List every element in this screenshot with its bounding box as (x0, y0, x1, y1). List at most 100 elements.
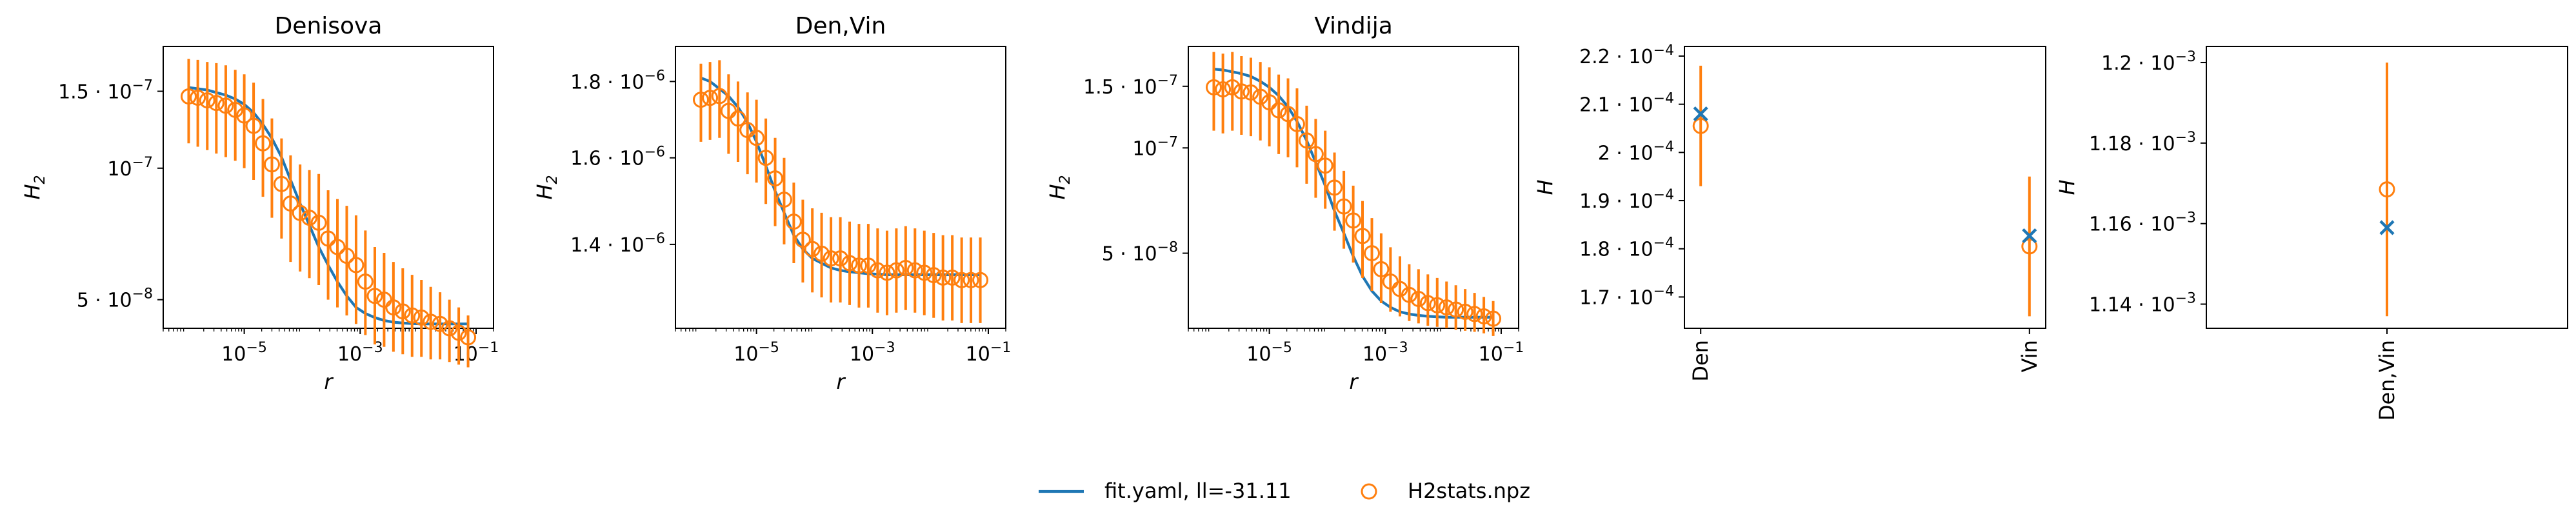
data-point (450, 324, 467, 341)
model-marker-stroke (2022, 228, 2037, 244)
data-point (1429, 297, 1446, 313)
y-tick-label: 10−7 (1132, 134, 1178, 160)
data-point (1224, 79, 1241, 95)
data-point (954, 272, 970, 288)
data-point (394, 303, 411, 320)
data-point (1485, 310, 1502, 327)
x-category-label: Vin (2017, 340, 2042, 372)
x-tick-label: 10−3 (337, 340, 383, 366)
data-point (282, 195, 299, 212)
legend: fit.yaml, ll=-31.11 H2stats.npz (1039, 479, 1530, 503)
x-category-label: Den (1688, 340, 1713, 382)
data-point (263, 156, 280, 173)
x-tick-label: 10−3 (1363, 340, 1408, 366)
data-point (1215, 81, 1232, 98)
data-point (1692, 117, 1709, 134)
data-point (804, 241, 821, 257)
data-point (338, 248, 355, 264)
data-point (1410, 290, 1427, 307)
data-point (1335, 198, 1352, 215)
data-point (310, 214, 327, 231)
data-point (236, 107, 253, 124)
data-point (432, 315, 448, 332)
y-tick-label: 1.5 · 10−7 (58, 78, 153, 104)
data-point (1317, 157, 1333, 174)
x-tick-label: 10−3 (850, 340, 895, 366)
y-tick-label: 1.7 · 10−4 (1579, 283, 1674, 309)
y-tick-label: 1.18 · 10−3 (2089, 130, 2196, 155)
data-point (199, 92, 215, 109)
data-point (441, 320, 458, 337)
x-axis-label: r (836, 370, 846, 394)
data-point (1288, 115, 1305, 132)
data-point (1280, 106, 1297, 123)
data-point (292, 204, 308, 221)
data-point (1438, 299, 1455, 316)
data-point (1307, 146, 1324, 163)
data-point (963, 272, 979, 288)
data-point (1252, 88, 1269, 105)
data-point (925, 267, 942, 284)
y-tick-label: 2.2 · 10−4 (1579, 43, 1674, 68)
model-marker (2022, 228, 2037, 244)
chart-panel-1: Denisova 1.5 · 10−7 10−7 5 · 10−8 H2 10−5 10−3… (20, 13, 499, 394)
data-point (301, 210, 318, 226)
data-point (814, 245, 830, 262)
y-axis-label: H (1533, 179, 1557, 195)
y-axis-label: H2 (20, 175, 48, 199)
data-point (730, 110, 746, 127)
data-point (879, 264, 895, 281)
data-point (460, 329, 477, 346)
data-point (1270, 102, 1287, 119)
data-point (180, 88, 197, 104)
chart-title: Den,Vin (795, 13, 886, 39)
data-point (785, 213, 802, 230)
x-tick-label: 10−5 (1246, 340, 1292, 366)
data-point (245, 117, 262, 134)
chart-panel-4: 2.2 · 10−4 2.1 · 10−4 2 · 10−4 1.9 · 10−4 1.… (1533, 43, 2046, 382)
y-tick-label: 1.8 · 10−4 (1579, 235, 1674, 261)
y-tick-label: 2.1 · 10−4 (1579, 91, 1674, 117)
data-point (1419, 295, 1436, 312)
data-point (273, 175, 290, 192)
model-marker (2379, 220, 2395, 235)
axes-frame (675, 46, 1006, 329)
data-point (1345, 212, 1362, 229)
data-point (366, 288, 383, 304)
data-point (190, 89, 206, 106)
y-tick-label: 1.14 · 10−3 (2089, 291, 2196, 317)
data-point (1243, 84, 1259, 101)
y-tick-label: 1.6 · 10−6 (570, 144, 665, 170)
data-point (748, 130, 765, 146)
data-point (906, 262, 923, 279)
data-point (692, 92, 709, 108)
data-point (1448, 301, 1464, 318)
data-point (775, 192, 792, 208)
chart-title: Vindija (1314, 13, 1393, 39)
x-tick-label: 10−1 (454, 340, 499, 366)
data-point (255, 135, 272, 152)
data-point (702, 90, 719, 106)
data-point (1457, 303, 1473, 320)
data-point (1401, 286, 1417, 303)
data-point (1354, 228, 1371, 244)
data-point (850, 257, 867, 274)
data-point (217, 97, 234, 114)
data-point (794, 232, 811, 248)
legend-data-label: H2stats.npz (1408, 479, 1530, 503)
data-point (1205, 79, 1222, 95)
data-point (357, 273, 374, 290)
model-marker (1693, 106, 1708, 122)
legend-model-label: fit.yaml, ll=-31.11 (1104, 479, 1292, 503)
y-axis-label: H2 (532, 175, 561, 199)
chart-panel-5: 1.2 · 10−3 1.18 · 10−3 1.16 · 10−3 1.14 · 1… (2055, 46, 2568, 421)
data-point (767, 170, 784, 187)
data-point (944, 269, 961, 286)
x-tick-label: 10−5 (734, 340, 779, 366)
data-point (404, 307, 421, 324)
data-point (897, 259, 914, 276)
data-point (935, 269, 952, 286)
data-point (423, 313, 439, 330)
axes-frame (163, 46, 494, 329)
data-point (2021, 238, 2038, 255)
